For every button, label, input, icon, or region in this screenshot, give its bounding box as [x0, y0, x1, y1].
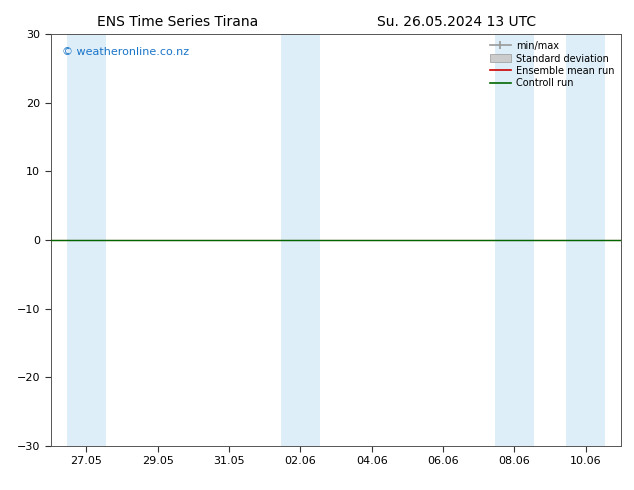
Text: ENS Time Series Tirana: ENS Time Series Tirana — [97, 15, 258, 29]
Legend: min/max, Standard deviation, Ensemble mean run, Controll run: min/max, Standard deviation, Ensemble me… — [488, 39, 616, 90]
Bar — [566, 34, 605, 446]
Bar — [281, 34, 320, 446]
Bar — [495, 34, 534, 446]
Text: Su. 26.05.2024 13 UTC: Su. 26.05.2024 13 UTC — [377, 15, 536, 29]
Text: © weatheronline.co.nz: © weatheronline.co.nz — [62, 47, 190, 57]
Bar — [67, 34, 106, 446]
